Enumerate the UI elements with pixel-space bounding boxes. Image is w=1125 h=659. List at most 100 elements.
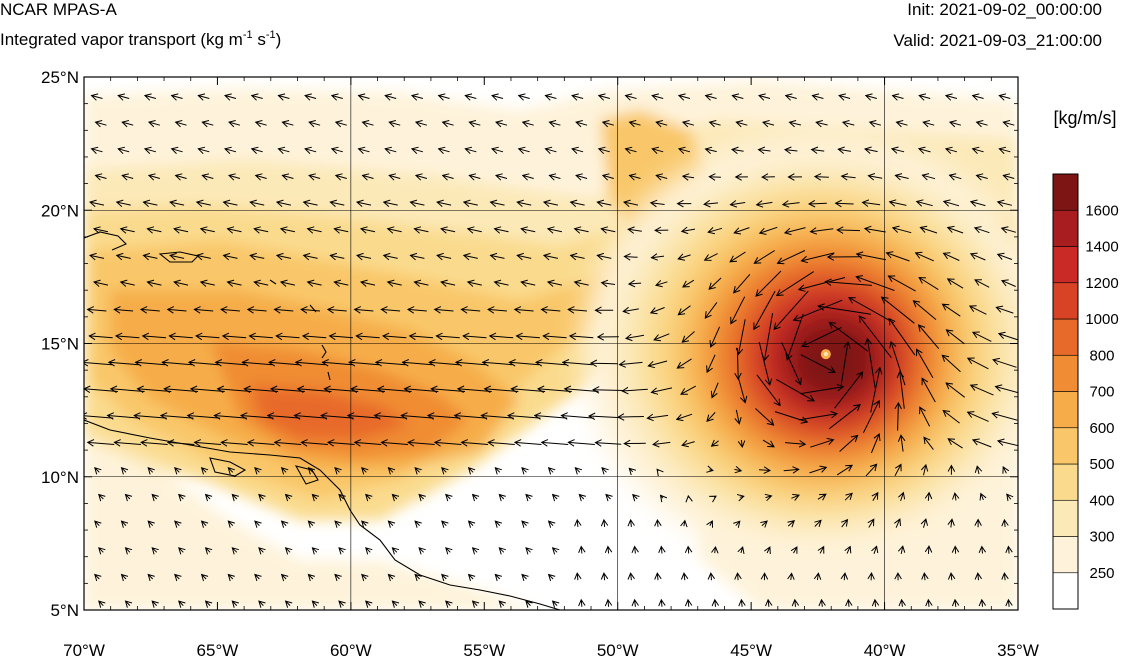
ivt-vector-arrow: [408, 332, 434, 341]
ivt-vector-arrow: [917, 146, 931, 154]
ivt-vector-arrow: [836, 226, 861, 234]
ivt-vector-arrow: [151, 547, 159, 555]
ivt-vector-arrow: [525, 600, 533, 608]
ivt-vector-arrow: [729, 200, 746, 208]
ivt-vector-arrow: [973, 226, 990, 234]
ivt-vector-arrow: [391, 600, 400, 608]
ivt-vector-arrow: [708, 173, 721, 181]
ivt-vector-arrow: [147, 120, 161, 128]
ivt-vector-arrow: [756, 374, 781, 407]
valid-time-label: Valid: 2021-09-03_21:00:00: [893, 31, 1102, 50]
ivt-vector-arrow: [374, 359, 406, 367]
colorbar-frame: [1052, 173, 1079, 610]
colorbar-unit-label: [kg/m/s]: [1053, 108, 1116, 128]
ivt-vector-arrow: [311, 600, 320, 608]
ivt-vector-arrow: [840, 572, 849, 581]
ivt-vector-arrow: [187, 359, 219, 367]
ivt-vector-arrow: [758, 93, 771, 101]
ivt-vector-arrow: [414, 120, 428, 128]
ivt-vector-arrow: [677, 146, 691, 154]
ivt-vector-arrow: [441, 173, 454, 181]
ivt-vector-arrow: [227, 520, 235, 528]
ivt-vector-arrow: [178, 493, 186, 502]
subtitle-text-mid: s: [252, 30, 266, 49]
ivt-vector-arrow: [871, 545, 879, 554]
ivt-band-250-south: [84, 470, 540, 610]
ivt-vector-arrow: [280, 520, 289, 528]
ivt-vector-arrow: [471, 547, 480, 555]
ivt-vector-arrow: [346, 412, 381, 420]
ivt-vector-arrow: [889, 340, 906, 386]
ivt-vector-arrow: [834, 199, 854, 208]
ivt-vector-arrow: [241, 359, 273, 367]
ivt-vector-arrow: [631, 545, 639, 554]
ivt-vector-arrow: [651, 146, 664, 154]
ivt-vector-arrow: [941, 354, 961, 373]
ivt-vector-arrow: [445, 493, 453, 502]
ivt-vector-arrow: [466, 226, 482, 234]
ivt-vector-arrow: [711, 545, 719, 554]
ivt-vector-arrow: [323, 385, 359, 394]
ivt-vector-arrow: [140, 439, 168, 447]
ivt-vector-arrow: [785, 440, 807, 448]
ivt-vector-arrow: [453, 412, 488, 420]
ivt-vector-arrow: [355, 199, 372, 207]
ivt-vector-arrow: [301, 332, 327, 341]
ivt-vector-arrow: [684, 545, 693, 554]
ivt-vector-arrow: [124, 600, 133, 608]
ivt-vector-arrow: [542, 199, 559, 207]
colorbar-label: 300: [1089, 529, 1114, 546]
ivt-vector-arrow: [437, 93, 450, 101]
colorbar-swatch: [1052, 354, 1079, 392]
ivt-vector-arrow: [920, 518, 928, 528]
ivt-vector-arrow: [445, 600, 453, 608]
ivt-vector-arrow: [894, 173, 909, 181]
ivt-vector-arrow: [174, 173, 187, 181]
ivt-vector-arrow: [760, 572, 769, 581]
ivt-vector-arrow: [870, 433, 881, 454]
ivt-vector-arrow: [628, 173, 641, 181]
ivt-vector-arrow: [227, 573, 235, 582]
ivt-vector-arrow: [495, 173, 508, 181]
ivt-vector-arrow: [380, 439, 409, 447]
ivt-vector-arrow: [571, 93, 584, 101]
ivt-vector-arrow: [880, 296, 915, 324]
ivt-vector-arrow: [914, 251, 935, 262]
ivt-vector-arrow: [1002, 173, 1015, 181]
ivt-vector-arrow: [275, 252, 292, 261]
ivt-vector-arrow: [945, 382, 966, 398]
ivt-vector-arrow: [704, 146, 717, 154]
ivt-vector-arrow: [406, 306, 427, 314]
ivt-vector-arrow: [494, 520, 502, 528]
ivt-vector-arrow: [521, 573, 529, 582]
ivt-vector-arrow: [912, 300, 937, 320]
axis-labels: 70°W 65°W 60°W 55°W 50°W 45°W 40°W 35°W 5°N 10°N 1…: [41, 68, 1039, 659]
ivt-vector-arrow: [382, 199, 398, 207]
ivt-vector-arrow: [220, 439, 248, 447]
ivt-vector-arrow: [966, 357, 989, 370]
ivt-vector-arrow: [494, 467, 502, 475]
ivt-vector-arrow: [575, 120, 588, 128]
ivt-vector-arrow: [117, 93, 130, 101]
ivt-vector-arrow: [493, 279, 509, 287]
ivt-vector-arrow: [468, 120, 481, 128]
ivt-vector-arrow: [228, 120, 241, 128]
ivt-vector-arrow: [195, 332, 220, 341]
ivt-vector-arrow: [974, 279, 990, 288]
ivt-vector-arrow: [284, 600, 293, 608]
ivt-vector-arrow: [376, 385, 412, 394]
ivt-vector-arrow: [733, 227, 750, 235]
ivt-vector-arrow: [441, 520, 449, 528]
ivt-vector-arrow: [918, 276, 939, 291]
ivt-vector-arrow: [624, 93, 637, 101]
ivt-vector-arrow: [601, 467, 609, 475]
ivt-vector-arrow: [250, 146, 263, 154]
ivt-vector-arrow: [163, 385, 199, 394]
ivt-vector-arrow: [817, 493, 827, 501]
ivt-vector-arrow: [596, 199, 612, 207]
ivt-vector-arrow: [418, 600, 426, 608]
ivt-vector-arrow: [170, 146, 183, 154]
ivt-vector-arrow: [998, 93, 1011, 101]
ivt-vector-arrow: [159, 412, 194, 420]
ivt-vector-arrow: [952, 492, 960, 501]
